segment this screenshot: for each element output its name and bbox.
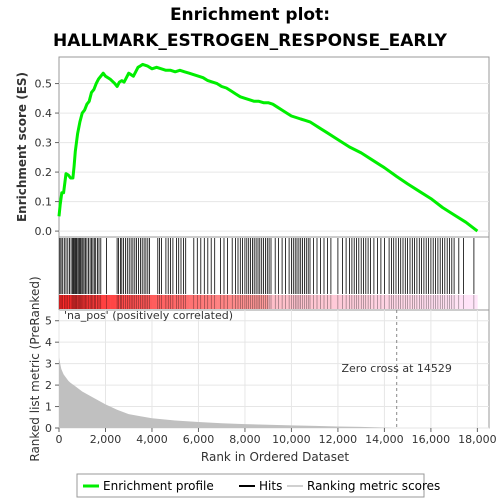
x-tick-label: 10,000 [272, 433, 311, 446]
legend: Enrichment profile Hits Ranking metric sco… [83, 479, 440, 493]
rank-band-segment [175, 295, 181, 309]
rank-band-segment [263, 295, 269, 309]
es-gridlines [59, 83, 489, 232]
rank-band-segment [133, 295, 139, 309]
x-tick-label: 0 [56, 433, 63, 446]
rank-band-segment [68, 295, 74, 309]
rank-band-segment [310, 295, 315, 309]
rank-band-segment [337, 295, 343, 309]
chart-title-line2: HALLMARK_ESTROGEN_RESPONSE_EARLY [53, 31, 448, 51]
rank-band-segment [189, 295, 195, 309]
rank-band-segment [319, 295, 325, 309]
rank-band-segment [231, 295, 236, 309]
rank-band-segment [268, 295, 274, 309]
x-tick-label: 2,000 [90, 433, 122, 446]
positive-correlation-label: 'na_pos' (positively correlated) [64, 309, 233, 322]
rank-band-segment [254, 295, 260, 309]
rank-band-segment [454, 295, 460, 309]
es-tick-label: 0.1 [35, 196, 53, 209]
rank-band-segment [249, 295, 255, 309]
rank-band-segment [217, 295, 222, 309]
ranking-metric-area [59, 357, 397, 428]
x-tick-label: 6,000 [183, 433, 215, 446]
rank-band-segment [96, 295, 102, 309]
rank-band-segment [151, 295, 157, 309]
legend-label: Hits [259, 479, 282, 493]
rank-band-segment [384, 295, 390, 309]
rank-band-segment [305, 295, 311, 309]
rank-band-segment [277, 295, 283, 309]
metric-gridlines [58, 310, 489, 429]
es-tick-label: 0.4 [35, 107, 53, 120]
rank-band-segment [258, 295, 264, 309]
metric-y-ticks: 0 1 2 3 4 5 [45, 315, 59, 435]
rank-band-segment [244, 295, 250, 309]
metric-y-tick-label: 2 [45, 379, 52, 392]
x-tick-label: 4,000 [136, 433, 168, 446]
rank-band-segment [379, 295, 385, 309]
rank-band-segment [110, 295, 116, 309]
rank-band-segment [142, 295, 148, 309]
x-tick-label: 8,000 [229, 433, 261, 446]
zero-cross-label: Zero cross at 14529 [342, 362, 452, 375]
hits-barcode [59, 238, 475, 294]
rank-band-segment [463, 295, 469, 309]
es-tick-label: 0.0 [35, 225, 53, 238]
rank-band-segment [226, 295, 232, 309]
rank-band-segment [300, 295, 306, 309]
es-tick-label: 0.2 [35, 166, 53, 179]
rank-band-segment [59, 295, 64, 309]
rank-band-segment [291, 295, 297, 309]
x-tick-label: 16,000 [412, 433, 451, 446]
metric-y-tick-label: 1 [45, 401, 52, 414]
rank-band-segment [282, 295, 288, 309]
rank-band-segment [370, 295, 376, 309]
legend-label: Ranking metric scores [307, 479, 440, 493]
rank-band-segment [203, 295, 209, 309]
x-tick-label: 18,000 [458, 433, 497, 446]
rank-band-segment [472, 295, 478, 309]
rank-band-segment [323, 295, 329, 309]
rank-band-segment [86, 295, 92, 309]
metric-y-axis-label: Ranked list metric (PreRanked) [28, 276, 42, 461]
rank-band-segment [91, 295, 97, 309]
es-panel-frame [58, 56, 490, 238]
rank-band-segment [161, 295, 167, 309]
rank-band-segment [333, 295, 339, 309]
chart-title-line1: Enrichment plot: [170, 5, 330, 25]
metric-y-tick-label: 0 [45, 422, 52, 435]
rank-band-segment [82, 295, 88, 309]
es-y-axis-label: Enrichment score (ES) [15, 72, 29, 222]
enrichment-profile-line [57, 62, 479, 233]
rank-band-segment [100, 295, 106, 309]
legend-label: Enrichment profile [103, 479, 214, 493]
es-y-ticks: 0.0 0.1 0.2 0.3 0.4 0.5 [35, 78, 59, 238]
rank-band-segment [193, 295, 199, 309]
metric-panel-frame [58, 309, 490, 429]
rank-band-segment [296, 295, 302, 309]
metric-x-ticks: 0 2,000 4,000 6,000 8,000 10,000 12,000 14,000 1… [56, 428, 497, 446]
metric-y-tick-label: 3 [45, 358, 52, 371]
rank-band-segment [156, 295, 162, 309]
rank-band-segment [77, 295, 83, 309]
rank-band-segment [179, 295, 185, 309]
rank-band-segment [468, 295, 474, 309]
rank-band-segment [105, 295, 111, 309]
x-axis-label: Rank in Ordered Dataset [201, 450, 349, 464]
x-tick-label: 12,000 [319, 433, 358, 446]
rank-band-segment [184, 295, 190, 309]
es-tick-label: 0.3 [35, 137, 53, 150]
metric-y-tick-label: 4 [45, 336, 52, 349]
es-tick-label: 0.5 [35, 78, 53, 91]
x-tick-label: 14,000 [365, 433, 404, 446]
rank-band-segment [207, 295, 213, 309]
metric-y-tick-label: 5 [45, 315, 52, 328]
rank-band-segment [124, 295, 130, 309]
rank-color-band [59, 295, 478, 309]
rank-band-segment [458, 295, 464, 309]
rank-band-segment [342, 295, 348, 309]
